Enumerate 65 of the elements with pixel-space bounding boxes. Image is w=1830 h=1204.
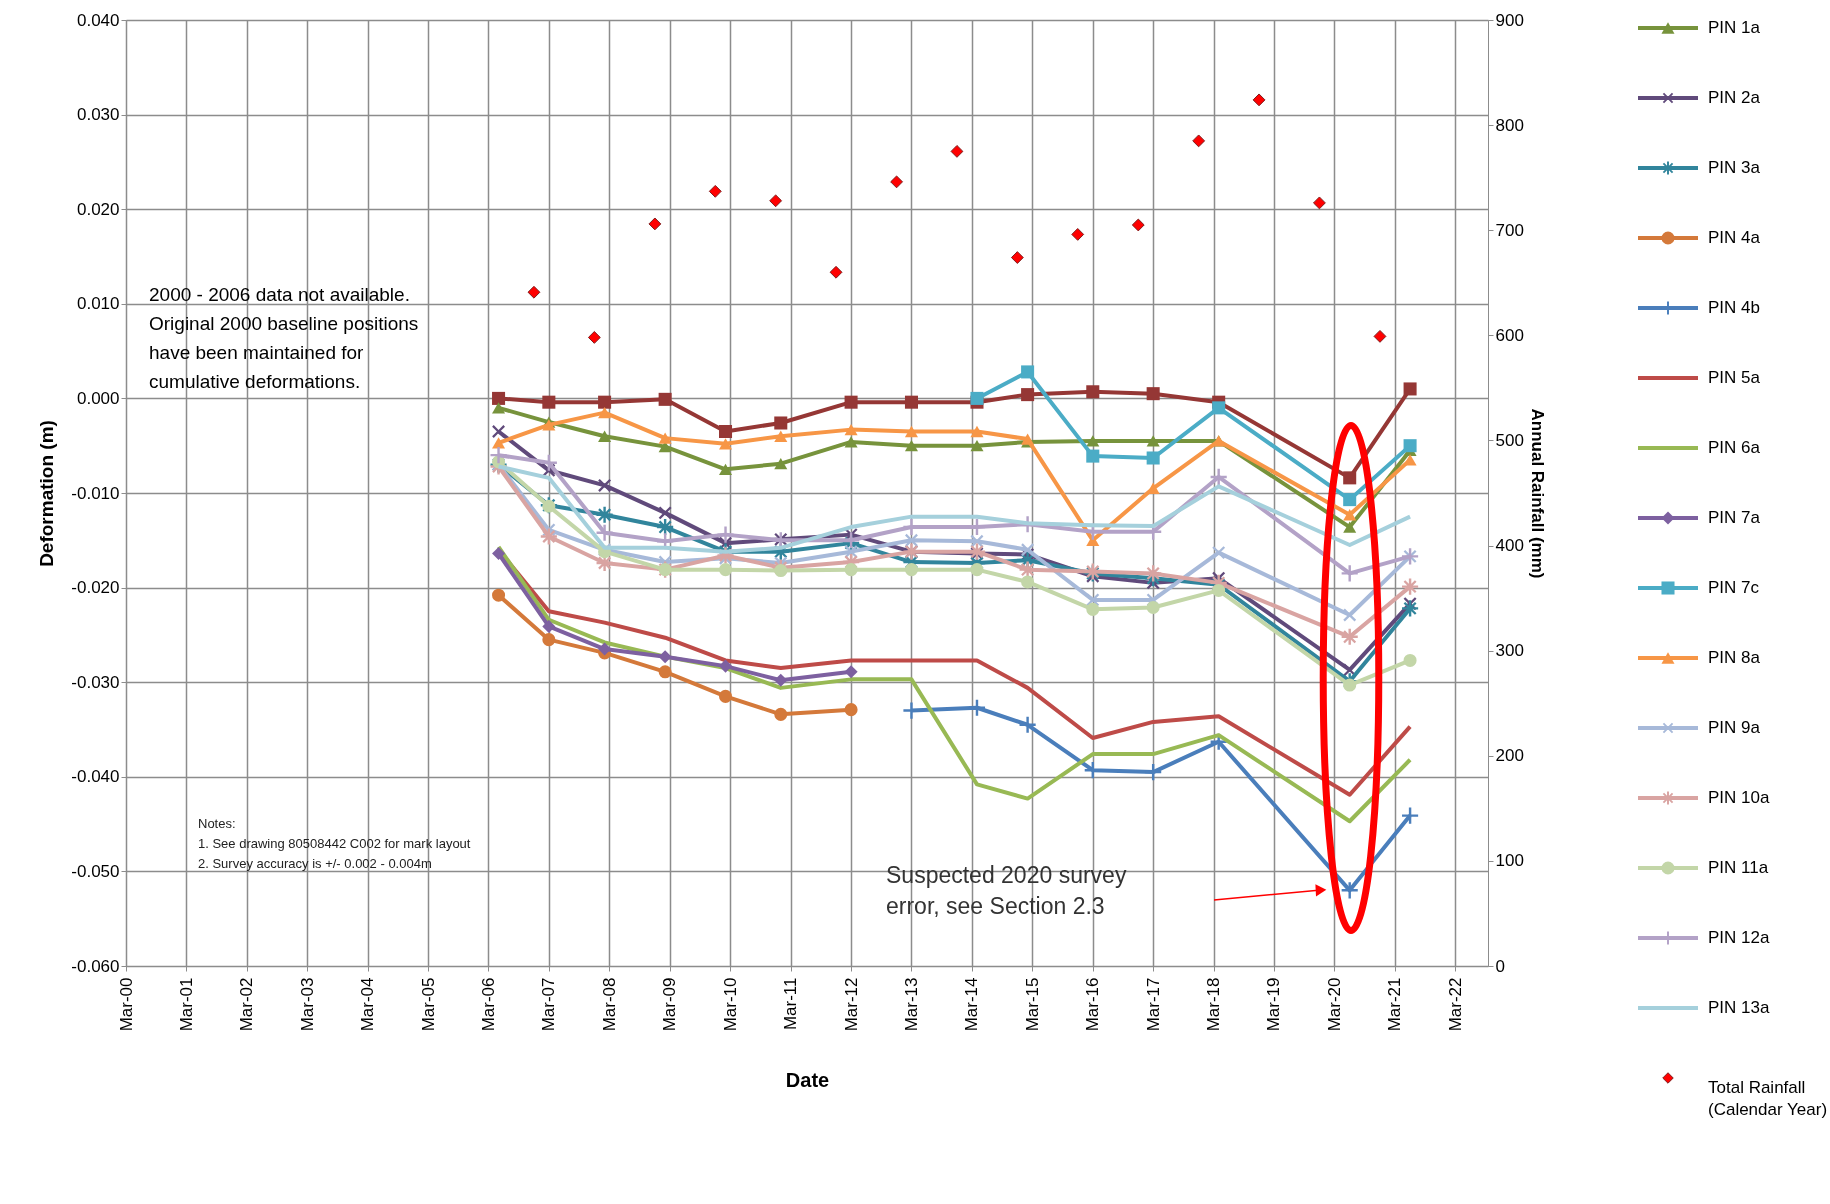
x-tick-label: Mar-09 <box>660 977 680 1032</box>
y-tick-label: 0.020 <box>76 199 120 219</box>
legend-label: PIN 3a <box>1708 158 1761 177</box>
legend-label: PIN 9a <box>1708 718 1761 737</box>
y-axis-title: Deformation (m) <box>36 420 58 567</box>
y2-tick-label: 600 <box>1495 325 1524 345</box>
y2-tick-label: 800 <box>1495 115 1524 135</box>
x-tick-label: Mar-00 <box>116 977 136 1032</box>
y-tick-label: 0.030 <box>76 105 120 125</box>
y-tick-label: -0.020 <box>71 578 120 598</box>
y-tick-label: -0.060 <box>71 956 120 976</box>
x-tick-label: Mar-12 <box>841 977 861 1032</box>
y2-tick-label: 700 <box>1495 220 1524 240</box>
legend-label: PIN 7c <box>1708 578 1760 597</box>
y2-tick-label: 100 <box>1495 851 1524 871</box>
x-tick-label: Mar-14 <box>962 977 982 1032</box>
x-tick-label: Mar-21 <box>1385 977 1405 1032</box>
y2-axis-title: Annual Rainfall (mm) <box>1527 408 1547 579</box>
y2-tick-label: 500 <box>1495 430 1524 450</box>
x-tick-label: Mar-22 <box>1445 977 1465 1032</box>
x-tick-label: Mar-13 <box>901 977 921 1032</box>
legend-label: PIN 11a <box>1708 858 1769 877</box>
y-tick-label: 0.040 <box>76 10 120 30</box>
y-tick-label: -0.010 <box>71 483 120 503</box>
x-tick-label: Mar-07 <box>539 977 559 1032</box>
x-tick-label: Mar-15 <box>1022 977 1042 1032</box>
y2-tick-label: 200 <box>1495 746 1524 766</box>
x-tick-label: Mar-06 <box>478 977 498 1032</box>
x-tick-label: Mar-17 <box>1143 977 1163 1032</box>
y2-tick-label: 900 <box>1495 10 1524 30</box>
legend-label: PIN 7a <box>1708 508 1761 527</box>
legend-label: PIN 2a <box>1708 88 1761 107</box>
y-tick-label: -0.050 <box>71 861 120 881</box>
x-tick-label: Mar-04 <box>358 977 378 1032</box>
x-tick-label: Mar-10 <box>720 977 740 1032</box>
legend-label: PIN 5a <box>1708 368 1761 387</box>
x-tick-label: Mar-03 <box>297 977 317 1032</box>
x-tick-label: Mar-08 <box>599 977 619 1032</box>
legend-label: PIN 4a <box>1708 228 1761 247</box>
legend-label: PIN 4b <box>1708 298 1760 317</box>
y2-tick-label: 0 <box>1495 956 1505 976</box>
legend-label: PIN 12a <box>1708 928 1770 947</box>
y2-tick-label: 300 <box>1495 641 1524 661</box>
annotation: Notes: 1. See drawing 80508442 C002 for mark layout 2. Survey accuracy is +/- 0.002 - 0.004m <box>198 816 471 871</box>
y-tick-label: -0.030 <box>71 672 120 692</box>
x-tick-label: Mar-01 <box>176 977 196 1032</box>
y-tick-label: 0.010 <box>76 294 120 314</box>
legend-label: PIN 1a <box>1708 18 1761 37</box>
x-tick-label: Mar-20 <box>1324 977 1344 1032</box>
legend-label: PIN 10a <box>1708 788 1770 807</box>
y2-tick-label: 400 <box>1495 536 1524 556</box>
x-tick-label: Mar-18 <box>1204 977 1224 1032</box>
annotation: 2000 - 2006 data not available. Original 2000 baseline positions have been maintained for cumulative deformations. <box>149 284 419 392</box>
x-tick-label: Mar-19 <box>1264 977 1284 1032</box>
legend-label: PIN 13a <box>1708 998 1770 1017</box>
legend-label: PIN 8a <box>1708 648 1761 667</box>
y-tick-label: -0.040 <box>71 767 120 787</box>
legend-label: PIN 6a <box>1708 438 1761 457</box>
legend-label: Total Rainfall (Calendar Year) <box>1708 1078 1828 1119</box>
x-tick-label: Mar-05 <box>418 977 438 1032</box>
y-tick-label: 0.000 <box>76 388 120 408</box>
x-tick-label: Mar-11 <box>781 977 801 1031</box>
x-axis-title: Date <box>785 1069 830 1092</box>
x-tick-label: Mar-02 <box>237 977 257 1032</box>
x-tick-label: Mar-16 <box>1083 977 1103 1032</box>
